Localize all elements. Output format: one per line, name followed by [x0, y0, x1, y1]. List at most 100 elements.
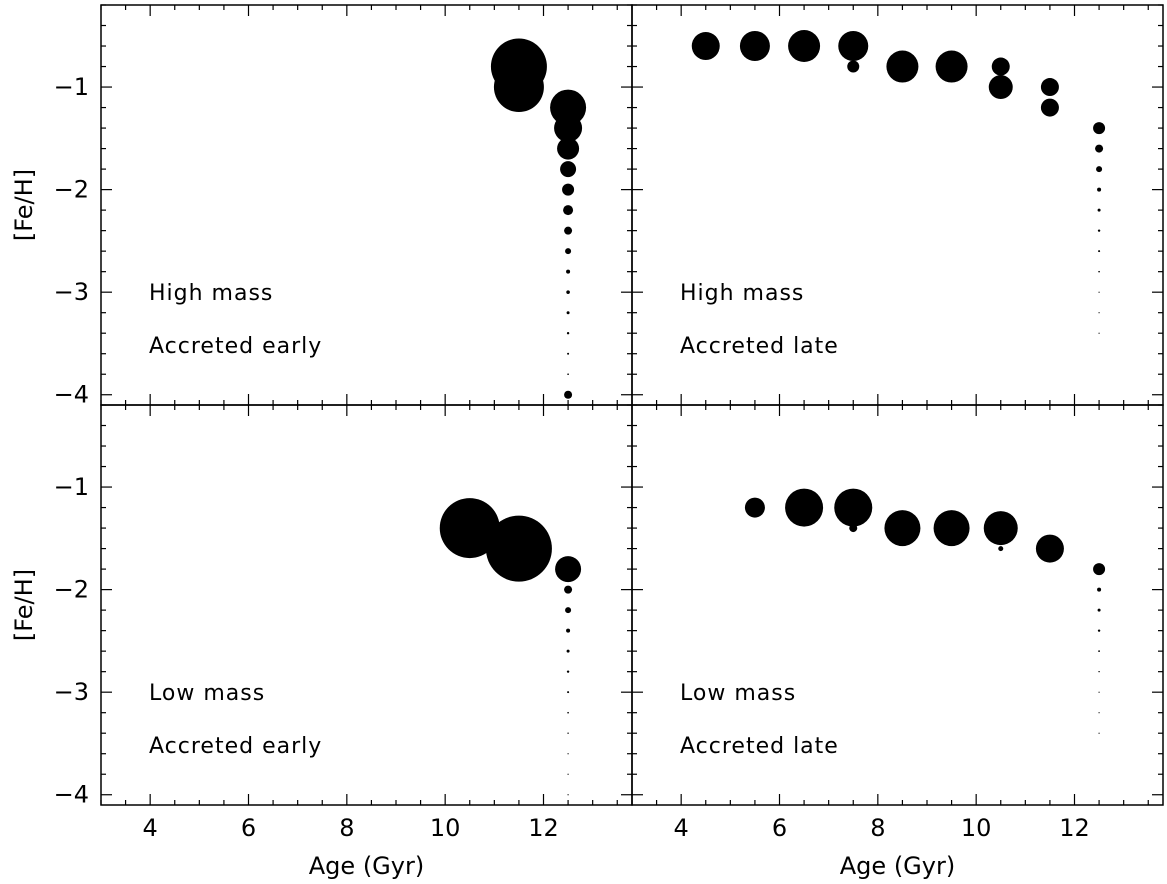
- x-tick-label: 10: [961, 814, 992, 842]
- panel-annotation: Low mass: [149, 681, 265, 706]
- y-tick-label: −3: [54, 678, 89, 706]
- data-point: [493, 62, 544, 113]
- data-point: [884, 510, 921, 547]
- data-point: [988, 75, 1013, 100]
- data-point: [485, 515, 552, 582]
- data-point: [567, 773, 569, 775]
- data-point: [563, 205, 574, 216]
- panel-top-left: −1 −2 −3 −4 [Fe/H] High mass Accreted early: [10, 4, 633, 409]
- data-point: [1096, 166, 1103, 173]
- panel-annotation: Accreted early: [149, 334, 322, 359]
- data-point: [1097, 608, 1101, 612]
- y-tick-label: −1: [54, 73, 89, 101]
- y-tick-label: −2: [54, 176, 89, 204]
- panel-frame: [631, 404, 1164, 806]
- data-point: [1098, 250, 1101, 253]
- data-point: [564, 226, 573, 235]
- data-point: [983, 511, 1018, 546]
- x-tick-label: 4: [674, 814, 689, 842]
- data-point: [1093, 122, 1106, 135]
- data-point: [567, 691, 570, 694]
- y-tick-label: −2: [54, 576, 89, 604]
- data-point: [567, 352, 570, 355]
- y-tick-label: −4: [54, 781, 89, 809]
- data-point: [566, 649, 570, 653]
- panel-top-right: High mass Accreted late: [631, 4, 1164, 406]
- data-point: [886, 50, 919, 83]
- data-point: [1098, 312, 1100, 314]
- panel-annotation: Accreted late: [680, 334, 839, 359]
- panel-annotation: Low mass: [680, 681, 796, 706]
- panel-annotation: High mass: [680, 281, 804, 306]
- data-point: [838, 31, 869, 62]
- data-point: [744, 497, 765, 518]
- data-point: [935, 50, 968, 83]
- panel-bottom-left: −1 −2 −3 −4 [Fe/H] 4 6 8 10 12 Age (Gyr) Low mass Ac…: [10, 404, 633, 880]
- data-point: [567, 373, 569, 376]
- data-point: [933, 510, 970, 547]
- data-point: [1098, 650, 1100, 653]
- x-tick-label: 12: [1059, 814, 1090, 842]
- data-point: [1040, 98, 1059, 117]
- data-point: [560, 161, 577, 178]
- data-point: [566, 269, 571, 274]
- data-point: [565, 607, 572, 614]
- panel-annotation: High mass: [149, 281, 273, 306]
- x-tick-label: 10: [430, 814, 461, 842]
- data-point: [564, 585, 573, 594]
- data-point: [1097, 208, 1101, 212]
- data-point: [567, 753, 569, 755]
- data-point: [1098, 270, 1100, 273]
- data-point: [567, 732, 569, 734]
- data-point: [562, 183, 575, 196]
- data-point: [847, 60, 860, 73]
- x-tick-label: 4: [143, 814, 158, 842]
- data-point: [1098, 732, 1100, 734]
- x-tick-label: 6: [241, 814, 256, 842]
- data-point: [1040, 78, 1059, 97]
- data-point: [834, 488, 873, 527]
- y-axis-label: [Fe/H]: [10, 569, 38, 641]
- data-point: [566, 332, 570, 335]
- data-point: [1097, 587, 1102, 592]
- x-tick-label: 6: [772, 814, 787, 842]
- y-tick-label: −1: [54, 473, 89, 501]
- x-tick-label: 8: [870, 814, 885, 842]
- data-point: [691, 32, 720, 61]
- data-point: [439, 498, 500, 559]
- data-point: [1097, 629, 1101, 632]
- data-point: [739, 31, 770, 62]
- data-point: [1095, 144, 1104, 153]
- data-point: [566, 628, 571, 633]
- data-point: [550, 89, 587, 126]
- data-point: [788, 30, 821, 63]
- data-point: [557, 137, 580, 160]
- data-point: [991, 57, 1010, 76]
- y-axis-label: [Fe/H]: [10, 169, 38, 241]
- data-point: [566, 290, 570, 294]
- data-point: [785, 488, 824, 527]
- data-point: [564, 390, 573, 399]
- data-point: [1098, 712, 1100, 714]
- data-point: [998, 546, 1004, 552]
- data-point: [567, 711, 569, 714]
- y-tick-label: −4: [54, 381, 89, 409]
- data-point: [1097, 187, 1102, 192]
- y-tick-label: −3: [54, 278, 89, 306]
- data-point: [565, 248, 572, 255]
- x-tick-label: 12: [528, 814, 559, 842]
- panel-annotation: Accreted early: [149, 734, 322, 759]
- x-tick-label: 8: [339, 814, 354, 842]
- data-point: [1035, 534, 1064, 563]
- data-point: [1093, 563, 1106, 576]
- x-axis-label: Age (Gyr): [840, 852, 955, 880]
- data-point: [555, 556, 582, 583]
- data-point: [1098, 691, 1100, 693]
- data-point: [1098, 332, 1100, 334]
- data-point: [1098, 670, 1100, 673]
- data-point: [554, 114, 583, 143]
- data-point: [1098, 291, 1100, 293]
- data-point: [849, 524, 858, 533]
- data-point: [1097, 229, 1101, 232]
